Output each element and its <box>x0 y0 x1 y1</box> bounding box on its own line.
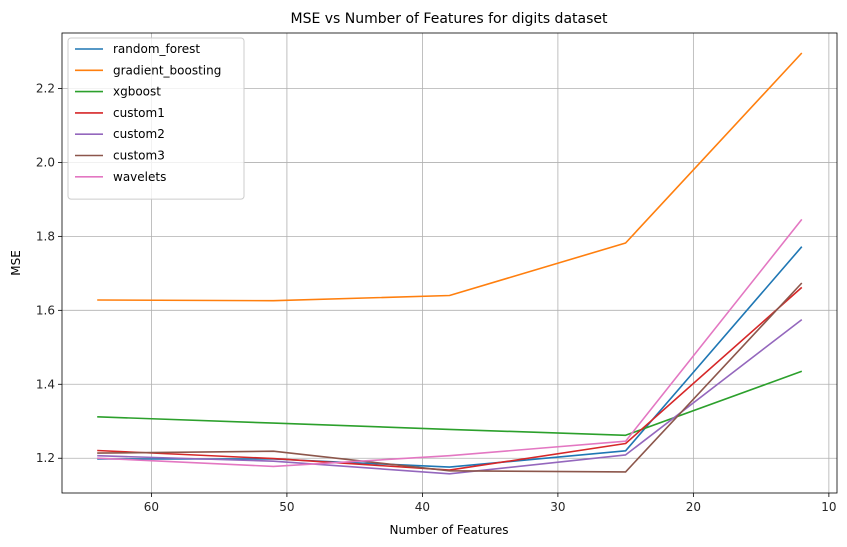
series-line-custom1 <box>97 286 803 471</box>
x-axis-label: Number of Features <box>390 523 509 537</box>
series-line-wavelets <box>97 218 803 468</box>
y-axis-ticks: 1.2 1.4 1.6 1.8 2.0 2.2 <box>36 81 62 465</box>
legend-entry-label: custom3 <box>113 149 165 163</box>
y-tick-label: 1.6 <box>36 303 55 317</box>
y-tick-label: 1.8 <box>36 229 55 243</box>
x-tick-label: 50 <box>279 500 294 514</box>
series-line-gradient-boosting <box>97 52 803 302</box>
legend-box <box>67 37 245 200</box>
legend-entry-label: xgboost <box>113 85 161 99</box>
x-axis-ticks: 60 50 40 30 20 10 <box>144 493 837 514</box>
plot-frame <box>61 32 838 494</box>
series-line-custom3 <box>97 282 803 473</box>
chart-title: MSE vs Number of Features for digits dat… <box>291 11 609 27</box>
legend-entry-label: gradient_boosting <box>113 63 221 77</box>
series-lines <box>97 52 803 475</box>
y-axis-label: MSE <box>9 250 23 276</box>
series-line-random-forest <box>97 246 803 468</box>
legend-entry-label: wavelets <box>113 170 166 184</box>
x-tick-label: 20 <box>686 500 701 514</box>
x-tick-label: 10 <box>821 500 836 514</box>
x-tick-label: 30 <box>550 500 565 514</box>
y-tick-label: 2.0 <box>36 155 55 169</box>
y-tick-label: 2.2 <box>36 81 55 95</box>
legend-entry-label: random_forest <box>113 42 200 56</box>
series-line-xgboost <box>97 370 803 437</box>
y-tick-label: 1.4 <box>36 377 55 391</box>
x-tick-label: 60 <box>144 500 159 514</box>
legend-entry-label: custom2 <box>113 127 165 141</box>
y-tick-label: 1.2 <box>36 451 55 465</box>
x-tick-label: 40 <box>415 500 430 514</box>
legend-entry-label: custom1 <box>113 106 165 120</box>
